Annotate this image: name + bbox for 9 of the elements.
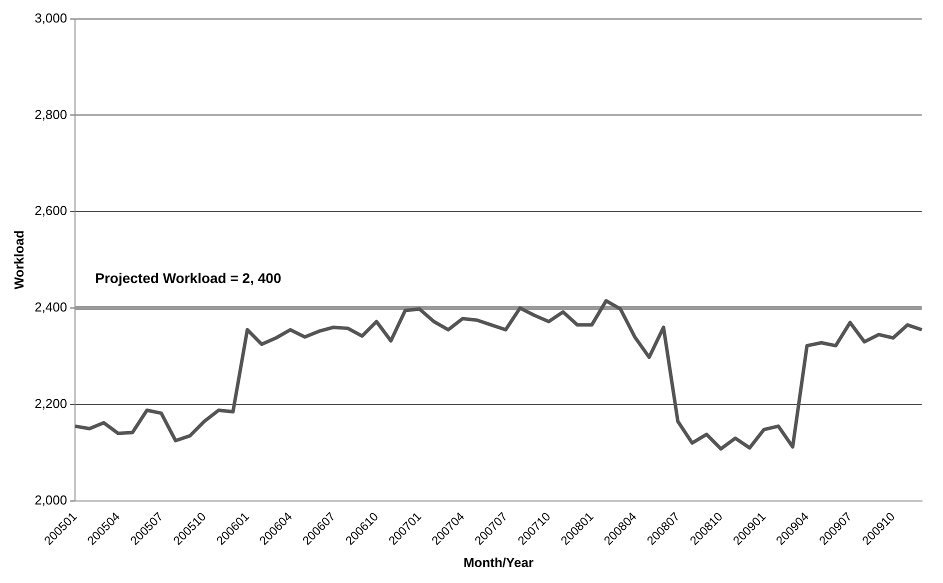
y-tick-label: 2,200 — [34, 396, 68, 412]
y-tick-label: 2,800 — [34, 106, 68, 122]
y-tick-label: 2,000 — [34, 492, 68, 508]
y-axis-title: Workload — [11, 230, 26, 290]
y-tick-label: 2,600 — [34, 203, 68, 218]
y-tick-label: 2,400 — [34, 300, 68, 315]
x-axis-title: Month/Year — [463, 554, 534, 570]
annotation: Projected Workload = 2, 400 — [95, 270, 282, 286]
y-tick-label: 3,000 — [34, 10, 68, 26]
